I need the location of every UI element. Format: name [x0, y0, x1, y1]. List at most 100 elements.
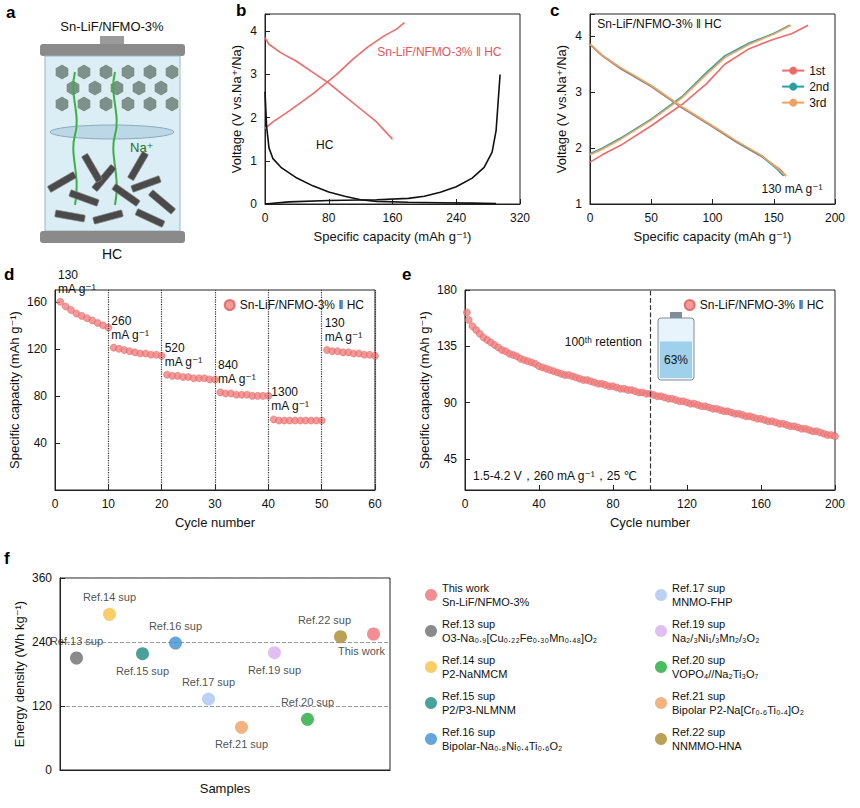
- svg-text:100: 100: [702, 211, 722, 225]
- svg-text:Cycle number: Cycle number: [175, 515, 256, 530]
- svg-text:130 mA g⁻¹: 130 mA g⁻¹: [762, 182, 823, 196]
- svg-text:0: 0: [587, 211, 594, 225]
- svg-text:840: 840: [218, 358, 238, 372]
- svg-text:20: 20: [155, 497, 169, 511]
- svg-text:Ref.13 sup: Ref.13 sup: [442, 618, 495, 630]
- svg-text:NNMMO-HNA: NNMMO-HNA: [672, 740, 742, 752]
- svg-text:c: c: [550, 1, 559, 20]
- svg-text:Sn-LiF/NFMO-3% ‖ HC: Sn-LiF/NFMO-3% ‖ HC: [700, 298, 825, 312]
- svg-text:e: e: [402, 265, 411, 284]
- svg-text:f: f: [4, 549, 10, 568]
- svg-text:Ref.19 sup: Ref.19 sup: [672, 618, 725, 630]
- svg-text:a: a: [6, 3, 16, 22]
- svg-text:63%: 63%: [664, 353, 688, 367]
- svg-text:Sn-LiF/NFMO-3% ‖ HC: Sn-LiF/NFMO-3% ‖ HC: [240, 298, 365, 312]
- svg-text:0: 0: [52, 497, 59, 511]
- svg-text:Ref.16 sup: Ref.16 sup: [442, 726, 495, 738]
- svg-text:P2/P3-NLMNM: P2/P3-NLMNM: [442, 704, 516, 716]
- svg-text:mA g⁻¹: mA g⁻¹: [58, 282, 96, 296]
- svg-text:3: 3: [250, 67, 257, 81]
- svg-text:Voltage (V vs.Na⁺/Na): Voltage (V vs.Na⁺/Na): [229, 45, 244, 173]
- svg-text:O3-Na₀.₉[Cu₀.₂₂Fe₀.₃₀Mn₀.₄₈]O₂: O3-Na₀.₉[Cu₀.₂₂Fe₀.₃₀Mn₀.₄₈]O₂: [442, 632, 597, 644]
- svg-text:Na₂/₃Ni₁/₃Mn₂/₃O₂: Na₂/₃Ni₁/₃Mn₂/₃O₂: [672, 632, 759, 644]
- svg-text:3: 3: [575, 85, 582, 99]
- svg-text:Specific capacity (mAh g⁻¹): Specific capacity (mAh g⁻¹): [7, 311, 22, 469]
- svg-text:1300: 1300: [271, 385, 298, 399]
- svg-text:100ᵗʰ retention: 100ᵗʰ retention: [565, 335, 642, 349]
- svg-text:10: 10: [102, 497, 116, 511]
- svg-text:0: 0: [250, 197, 257, 211]
- svg-text:Ref.20 sup: Ref.20 sup: [672, 654, 725, 666]
- svg-text:Voltage (V vs.Na⁺/Na): Voltage (V vs.Na⁺/Na): [554, 45, 569, 173]
- svg-text:80: 80: [606, 497, 620, 511]
- svg-text:Ref.22 sup: Ref.22 sup: [298, 614, 351, 626]
- svg-text:mA g⁻¹: mA g⁻¹: [218, 372, 256, 386]
- svg-text:VOPO₄//Na₂Ti₃O₇: VOPO₄//Na₂Ti₃O₇: [672, 668, 759, 680]
- svg-text:b: b: [236, 1, 246, 20]
- svg-text:260: 260: [111, 314, 131, 328]
- svg-text:40: 40: [262, 497, 276, 511]
- svg-text:0: 0: [462, 497, 469, 511]
- svg-text:90: 90: [444, 396, 458, 410]
- svg-text:Ref.17 sup: Ref.17 sup: [672, 582, 725, 594]
- svg-text:2: 2: [575, 141, 582, 155]
- svg-text:Ref.22 sup: Ref.22 sup: [672, 726, 725, 738]
- svg-text:1.5-4.2 V，260 mA g⁻¹，25 ℃: 1.5-4.2 V，260 mA g⁻¹，25 ℃: [473, 469, 637, 483]
- svg-text:Sn-LiF/NFMO-3% ‖ HC: Sn-LiF/NFMO-3% ‖ HC: [377, 45, 502, 59]
- svg-text:This work: This work: [442, 582, 490, 594]
- svg-text:Ref.13 sup: Ref.13 sup: [50, 635, 103, 647]
- svg-text:4: 4: [250, 24, 257, 38]
- svg-text:Samples: Samples: [200, 781, 251, 796]
- svg-text:mA g⁻¹: mA g⁻¹: [271, 399, 309, 413]
- svg-text:mA g⁻¹: mA g⁻¹: [111, 328, 149, 342]
- svg-text:Cycle number: Cycle number: [610, 515, 691, 530]
- svg-text:150: 150: [764, 211, 784, 225]
- svg-text:50: 50: [645, 211, 659, 225]
- svg-text:4: 4: [575, 29, 582, 43]
- svg-text:Ref.14 sup: Ref.14 sup: [442, 654, 495, 666]
- svg-text:mA g⁻¹: mA g⁻¹: [325, 330, 363, 344]
- svg-text:135: 135: [437, 339, 457, 353]
- svg-text:MNMO-FHP: MNMO-FHP: [672, 596, 733, 608]
- svg-text:HC: HC: [102, 246, 122, 262]
- svg-text:Ref.15 sup: Ref.15 sup: [442, 690, 495, 702]
- svg-text:3rd: 3rd: [809, 96, 826, 110]
- svg-text:Ref.16 sup: Ref.16 sup: [149, 620, 202, 632]
- svg-text:180: 180: [437, 283, 457, 297]
- svg-text:160: 160: [751, 497, 771, 511]
- svg-text:130: 130: [325, 316, 345, 330]
- svg-text:Sn-LiF/NFMO-3%: Sn-LiF/NFMO-3%: [60, 19, 164, 34]
- svg-text:Energy density (Wh kg⁻¹): Energy density (Wh kg⁻¹): [12, 601, 27, 747]
- svg-text:Ref.15 sup: Ref.15 sup: [116, 665, 169, 677]
- svg-text:Specific capacity (mAh g⁻¹): Specific capacity (mAh g⁻¹): [634, 229, 792, 244]
- svg-text:1: 1: [250, 154, 257, 168]
- svg-text:Specific capacity (mAh g⁻¹): Specific capacity (mAh g⁻¹): [314, 229, 472, 244]
- svg-text:Sn-LiF/NFMO-3%: Sn-LiF/NFMO-3%: [442, 596, 530, 608]
- svg-text:d: d: [4, 265, 14, 284]
- svg-text:0: 0: [262, 211, 269, 225]
- svg-text:1: 1: [575, 197, 582, 211]
- svg-text:40: 40: [532, 497, 546, 511]
- svg-text:Ref.21 sup: Ref.21 sup: [672, 690, 725, 702]
- svg-text:360: 360: [32, 571, 52, 585]
- svg-text:Sn-LiF/NFMO-3% ‖ HC: Sn-LiF/NFMO-3% ‖ HC: [597, 17, 722, 31]
- svg-text:120: 120: [32, 699, 52, 713]
- svg-text:Ref.14 sup: Ref.14 sup: [83, 591, 136, 603]
- svg-text:50: 50: [315, 497, 329, 511]
- svg-text:P2-NaNMCM: P2-NaNMCM: [442, 668, 507, 680]
- svg-text:Ref.20 sup: Ref.20 sup: [281, 696, 334, 708]
- svg-text:320: 320: [510, 211, 530, 225]
- svg-text:Specific capacity (mAh g⁻¹): Specific capacity (mAh g⁻¹): [417, 311, 432, 469]
- svg-text:80: 80: [322, 211, 336, 225]
- svg-text:80: 80: [34, 389, 48, 403]
- svg-text:40: 40: [34, 436, 48, 450]
- svg-text:160: 160: [382, 211, 402, 225]
- svg-text:130: 130: [58, 268, 78, 282]
- svg-text:Ref.17 sup: Ref.17 sup: [182, 676, 235, 688]
- svg-text:200: 200: [825, 497, 845, 511]
- svg-text:200: 200: [825, 211, 845, 225]
- svg-text:120: 120: [27, 342, 47, 356]
- svg-text:0: 0: [45, 763, 52, 777]
- svg-text:240: 240: [446, 211, 466, 225]
- svg-text:Ref.19 sup: Ref.19 sup: [248, 664, 301, 676]
